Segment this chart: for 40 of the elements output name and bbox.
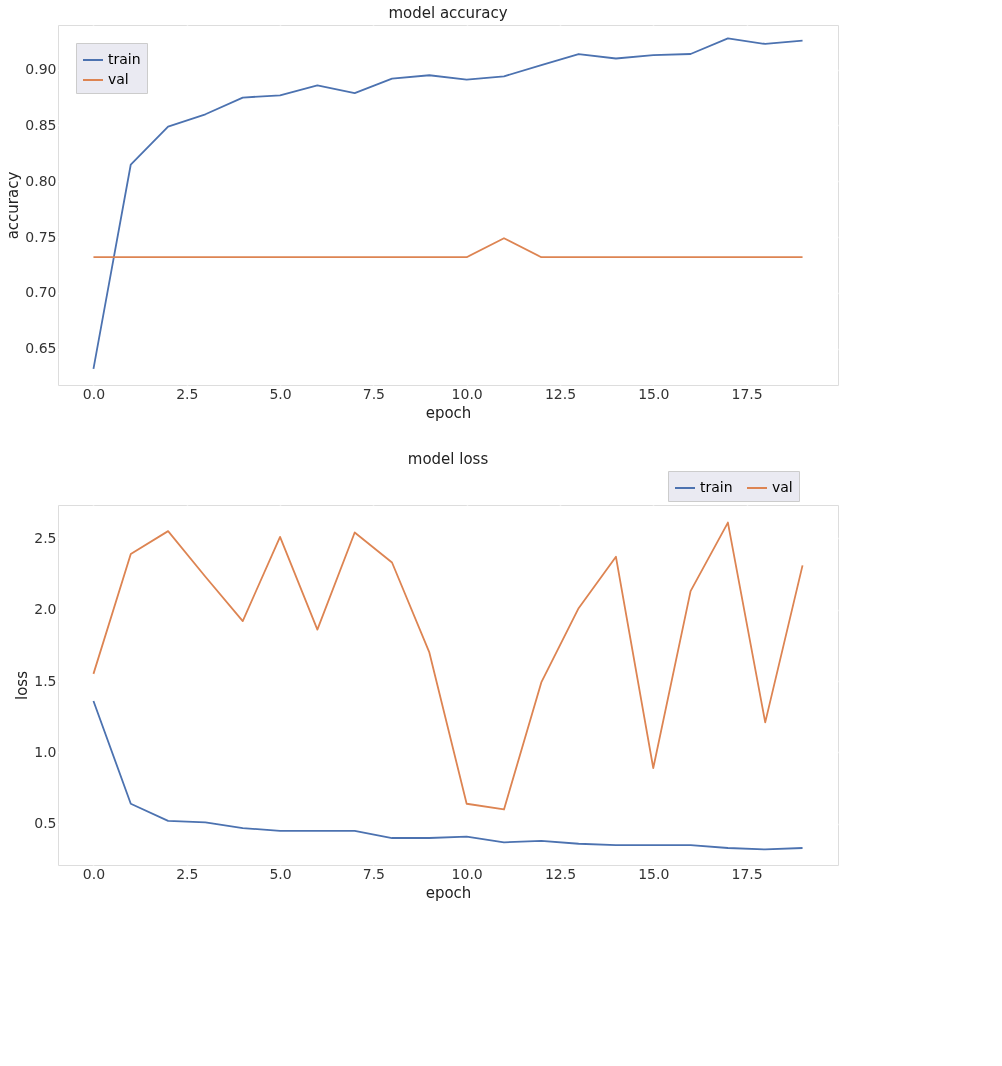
y-tick-label: 2.0: [34, 601, 57, 618]
x-tick-label: 10.0: [451, 865, 483, 882]
x-axis-title: epoch: [425, 883, 472, 902]
x-tick-label: 5.0: [269, 865, 292, 882]
legend-label: val: [108, 71, 129, 87]
y-tick-label: 0.80: [25, 172, 57, 189]
chart-title: model accuracy: [388, 4, 508, 22]
line-series: [92, 37, 804, 370]
y-axis-title: accuracy: [4, 171, 23, 240]
y-tick-label: 0.5: [34, 815, 57, 832]
line-series: [92, 521, 804, 811]
x-tick-label: 7.5: [362, 385, 385, 402]
y-tick-label: 0.65: [25, 340, 57, 357]
y-tick-label: 0.70: [25, 284, 57, 301]
x-tick-label: 17.5: [731, 865, 763, 882]
legend-label: train: [108, 51, 141, 67]
x-tick-label: 12.5: [544, 385, 577, 402]
x-tick-label: 17.5: [731, 385, 763, 402]
y-tick-label: 0.75: [25, 228, 57, 245]
legend-label: val: [772, 479, 793, 495]
y-tick-label: 0.85: [25, 116, 57, 133]
x-tick-label: 0.0: [82, 385, 106, 402]
x-tick-label: 7.5: [362, 865, 385, 882]
line-series: [92, 700, 804, 851]
y-axis-title: loss: [13, 670, 32, 700]
y-tick-label: 0.90: [25, 61, 57, 78]
x-tick-label: 2.5: [176, 385, 199, 402]
x-tick-label: 10.0: [451, 385, 483, 402]
y-tick-label: 2.5: [34, 529, 57, 546]
x-tick-label: 15.0: [638, 385, 670, 402]
x-tick-label: 15.0: [638, 865, 670, 882]
x-tick-label: 5.0: [269, 385, 292, 402]
x-tick-label: 2.5: [176, 865, 199, 882]
x-tick-label: 12.5: [544, 865, 577, 882]
x-axis-title: epoch: [425, 403, 472, 422]
legend-label: train: [700, 479, 733, 495]
y-tick-label: 1.5: [34, 672, 57, 689]
x-tick-label: 0.0: [82, 865, 106, 882]
chart-title: model loss: [407, 449, 489, 468]
y-tick-label: 1.0: [34, 743, 57, 760]
